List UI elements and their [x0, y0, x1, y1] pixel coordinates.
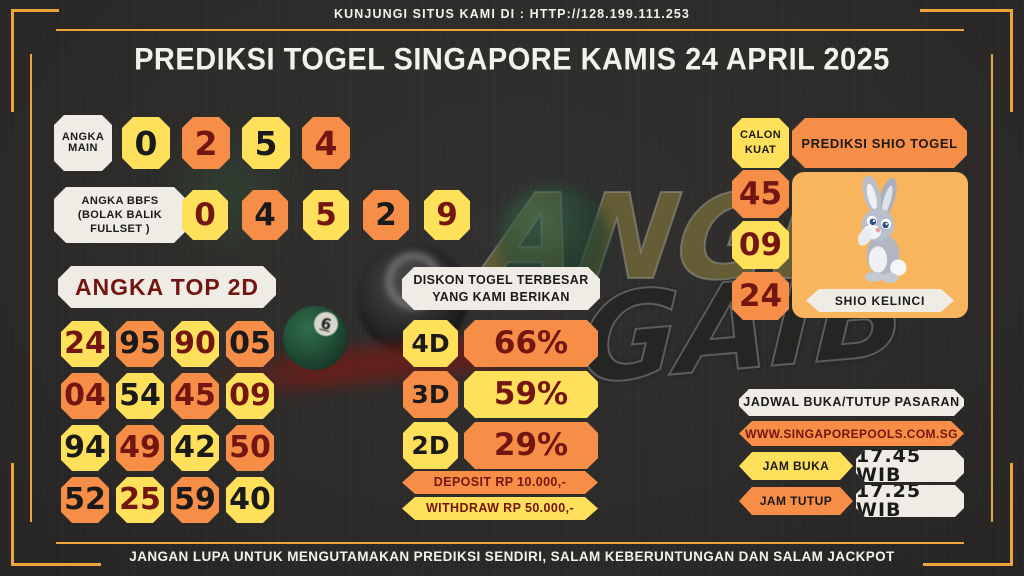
deposit-banner: DEPOSIT RP 10.000,-: [402, 471, 598, 494]
top2d-cell: 49: [116, 425, 164, 471]
diskon-3d-label: 3D: [403, 371, 458, 418]
top2d-cell: 54: [116, 373, 164, 419]
shio-panel: SHIO KELINCI: [792, 172, 968, 318]
top2d-cell: 52: [61, 477, 109, 523]
angka-bbfs-digit: 5: [303, 190, 349, 240]
top2d-cell: 25: [116, 477, 164, 523]
frame-left-rule: [30, 54, 32, 522]
corner-bl-h: [11, 563, 101, 566]
diskon-title: DISKON TOGEL TERBESAR YANG KAMI BERIKAN: [402, 267, 600, 310]
withdraw-banner: WITHDRAW RP 50.000,-: [402, 497, 598, 520]
top2d-cell: 90: [171, 321, 219, 367]
angka-top2d-label: ANGKA TOP 2D: [58, 266, 276, 308]
jam-tutup-badge: JAM TUTUP: [739, 487, 853, 515]
calon-kuat-badge: CALON KUAT: [732, 118, 789, 168]
calon-kuat-number: 09: [732, 221, 789, 269]
diskon-2d-value: 29%: [464, 422, 598, 469]
six-ball-number: 6: [311, 309, 341, 339]
top2d-cell: 94: [61, 425, 109, 471]
jam-buka-value: 17.45 WIB: [856, 450, 964, 482]
frame-top-rule: [56, 29, 964, 31]
page-title: PREDIKSI TOGEL SINGAPORE KAMIS 24 APRIL …: [134, 42, 890, 78]
angka-bbfs-digit: 0: [182, 190, 228, 240]
footer-note: JANGAN LUPA UNTUK MENGUTAMAKAN PREDIKSI …: [129, 549, 895, 564]
top2d-cell: 45: [171, 373, 219, 419]
corner-bl-v: [11, 463, 14, 566]
diskon-2d-label: 2D: [403, 422, 458, 469]
diskon-4d-label: 4D: [403, 320, 458, 367]
angka-main-digit: 4: [302, 117, 350, 169]
shio-title-banner: PREDIKSI SHIO TOGEL: [792, 118, 967, 168]
corner-tl-h: [11, 9, 59, 12]
angka-main-digit: 0: [122, 117, 170, 169]
top2d-cell: 42: [171, 425, 219, 471]
rabbit-illustration: [857, 175, 907, 283]
six-ball: 6: [283, 306, 347, 370]
angka-bbfs-digit: 2: [363, 190, 409, 240]
angka-main-digit: 2: [182, 117, 230, 169]
schedule-title-banner: JADWAL BUKA/TUTUP PASARAN: [739, 389, 964, 416]
top2d-cell: 09: [226, 373, 274, 419]
angka-bbfs-label: ANGKA BBFS (BOLAK BALIK FULLSET ): [54, 187, 186, 243]
diskon-3d-value: 59%: [464, 371, 598, 418]
jam-tutup-value: 17.25 WIB: [856, 485, 964, 517]
site-notice[interactable]: KUNJUNGI SITUS KAMI DI : HTTP://128.199.…: [334, 7, 690, 21]
top2d-cell: 40: [226, 477, 274, 523]
calon-kuat-number: 45: [732, 170, 789, 218]
frame-bottom-rule: [56, 542, 964, 544]
top2d-cell: 24: [61, 321, 109, 367]
jam-buka-badge: JAM BUKA: [739, 452, 853, 480]
angka-main-label: ANGKA MAIN: [54, 115, 112, 171]
corner-tr-v: [1010, 9, 1013, 112]
top2d-cell: 50: [226, 425, 274, 471]
corner-tr-h: [920, 9, 1013, 12]
top2d-cell: 05: [226, 321, 274, 367]
top2d-cell: 59: [171, 477, 219, 523]
angka-bbfs-digit: 4: [242, 190, 288, 240]
diskon-4d-value: 66%: [464, 320, 598, 367]
corner-br-v: [1010, 463, 1013, 566]
angka-main-digit: 5: [242, 117, 290, 169]
singaporepools-site-banner[interactable]: WWW.SINGAPOREPOOLS.COM.SG: [739, 421, 964, 446]
frame-right-rule: [991, 54, 993, 522]
top2d-cell: 95: [116, 321, 164, 367]
calon-kuat-number: 24: [732, 272, 789, 320]
angka-bbfs-digit: 9: [424, 190, 470, 240]
shio-name-banner: SHIO KELINCI: [806, 289, 954, 312]
corner-tl-v: [11, 9, 14, 112]
top2d-cell: 04: [61, 373, 109, 419]
corner-br-h: [923, 563, 1013, 566]
